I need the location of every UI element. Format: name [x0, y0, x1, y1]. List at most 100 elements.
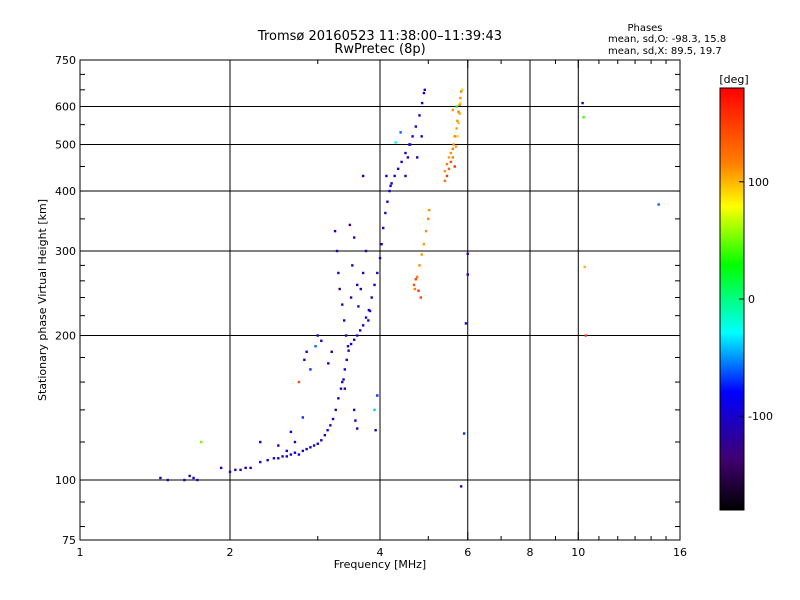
data-point: [338, 287, 341, 291]
data-point: [301, 449, 305, 453]
data-point: [382, 226, 385, 230]
data-point: [412, 283, 416, 287]
data-point: [581, 101, 584, 105]
data-point: [361, 324, 365, 327]
data-point: [404, 151, 407, 155]
data-point: [266, 458, 269, 462]
data-point: [297, 453, 301, 456]
data-point: [445, 162, 449, 166]
data-point: [415, 275, 419, 279]
colorbar-ticks: 100 0 -100: [739, 176, 773, 423]
data-point: [466, 252, 469, 256]
data-point: [228, 470, 232, 474]
data-point: [657, 203, 660, 206]
data-point: [339, 387, 343, 390]
y-tick-label: 400: [55, 185, 76, 198]
data-point: [459, 485, 463, 488]
data-point: [376, 394, 379, 397]
y-tick-label: 300: [55, 245, 76, 258]
data-point: [358, 329, 362, 332]
data-point: [364, 249, 368, 253]
data-point: [461, 88, 464, 92]
data-point: [390, 182, 393, 185]
data-point: [239, 468, 242, 472]
data-point: [400, 160, 403, 164]
data-point: [406, 156, 410, 159]
y-tick-label: 200: [55, 330, 76, 343]
x-tick-label: 2: [227, 546, 234, 559]
y-tick-label: 75: [62, 534, 76, 547]
data-point: [373, 283, 376, 287]
data-point: [424, 229, 428, 233]
data-point: [344, 334, 348, 337]
data-point: [327, 362, 330, 365]
data-point: [414, 125, 418, 128]
y-tick-label: 100: [55, 474, 76, 487]
data-point: [341, 380, 344, 384]
data-point: [334, 408, 337, 412]
data-point: [281, 455, 284, 458]
data-point: [329, 424, 332, 427]
data-point: [419, 296, 423, 299]
data-point: [349, 342, 353, 346]
data-point: [316, 442, 319, 445]
x-tick-label: 8: [527, 546, 534, 559]
data-point: [422, 242, 426, 246]
data-point: [285, 455, 288, 458]
data-point: [297, 380, 301, 384]
data-point: [343, 368, 347, 371]
data-point: [309, 446, 312, 449]
data-point: [355, 334, 359, 337]
data-point: [413, 287, 417, 291]
data-point: [349, 296, 353, 299]
data-point: [457, 110, 460, 113]
data-point: [418, 114, 421, 117]
data-point: [354, 419, 357, 422]
x-tick-label: 1: [77, 546, 84, 559]
data-point: [445, 174, 449, 178]
data-point: [427, 217, 430, 221]
data-point: [199, 440, 203, 444]
data-point: [459, 90, 463, 93]
data-point: [459, 101, 462, 105]
data-point: [582, 116, 585, 119]
data-point: [320, 439, 323, 442]
data-point: [289, 430, 293, 434]
data-point: [396, 167, 400, 171]
data-point: [388, 189, 391, 193]
data-point: [458, 112, 461, 115]
data-point: [305, 350, 308, 353]
data-point: [373, 408, 376, 412]
data-point: [456, 119, 459, 123]
data-point: [370, 296, 373, 299]
data-point: [399, 131, 402, 134]
y-tick-label: 600: [55, 101, 76, 114]
data-point: [352, 408, 356, 412]
data-point: [380, 242, 383, 246]
data-point: [447, 156, 451, 159]
data-point: [314, 345, 317, 348]
x-tick-label: 6: [464, 546, 471, 559]
data-point: [459, 96, 462, 100]
data-point: [277, 457, 280, 460]
data-point: [244, 466, 247, 470]
data-point: [355, 427, 359, 430]
y-tick-label: 750: [55, 54, 76, 67]
data-point: [309, 368, 312, 371]
data-point: [352, 236, 356, 239]
data-point: [443, 179, 447, 183]
data-point: [183, 478, 186, 482]
data-point: [347, 349, 350, 352]
data-point: [249, 466, 252, 470]
data-point: [378, 256, 382, 260]
data-point: [422, 91, 426, 95]
data-point: [312, 444, 316, 447]
data-point: [330, 350, 333, 353]
data-point: [393, 174, 396, 178]
chart-subtitle: RwPretec (8p): [334, 42, 425, 57]
data-point: [192, 476, 195, 480]
y-tick-label: 500: [55, 139, 76, 152]
tick-labels: 1 2 4 6 8 10 16 75 100 200 300 400 500 600 750: [55, 54, 687, 559]
data-point: [454, 145, 458, 148]
